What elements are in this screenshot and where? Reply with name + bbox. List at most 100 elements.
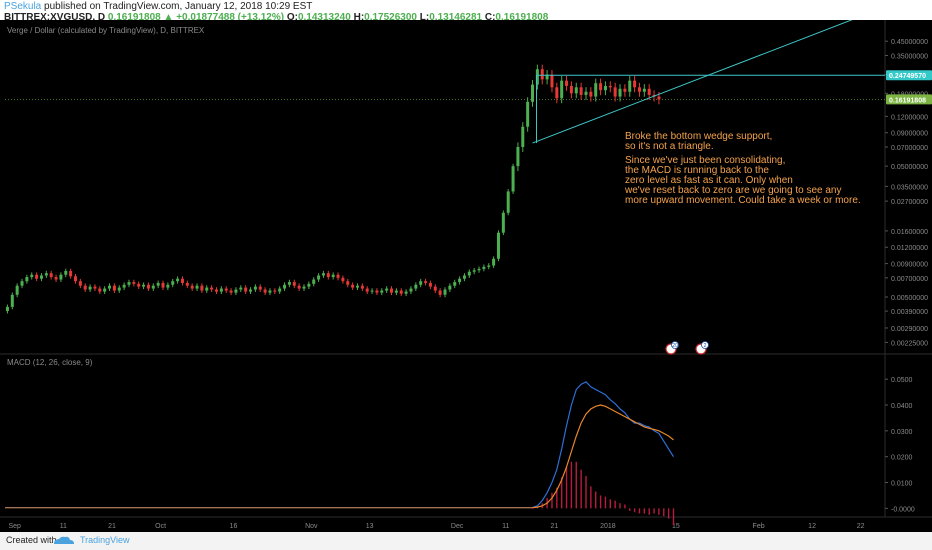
macd-histogram-bar [658,508,660,515]
candle-body [229,290,233,293]
last-price: 0.16191808 [107,12,161,23]
candle-body [127,282,131,285]
candle-body [44,273,48,276]
candle-body [360,285,364,289]
candle-body [560,80,564,99]
time-tick-label: 13 [366,523,374,530]
candle-body [516,146,520,167]
candle-body [98,288,102,292]
candle-body [584,91,588,95]
annotation-line-6: we've reset back to zero are we going to… [624,185,841,196]
candle-body [540,69,544,80]
macd-histogram-bar [614,500,616,509]
annotation-text: Broke the bottom wedge support, so it's … [624,131,861,206]
candle-body [545,74,549,80]
candle-body [5,306,9,312]
author-link[interactable]: PSekula [4,1,42,12]
macd-histogram-bar [599,495,602,509]
macd-histogram-bar [633,508,636,513]
candle-body [39,275,43,279]
candle-body [249,289,253,292]
candle-body [239,287,243,290]
price-tick-label: 0.00390000 [891,309,928,316]
idea-count: 2 [704,343,707,349]
candle-body [603,85,607,91]
macd-histogram-bar [551,492,553,509]
macd-histogram-bar [667,508,670,519]
candle-body [302,286,306,289]
candle-body [83,285,87,290]
candle-body [195,285,199,289]
candle-body [506,191,510,213]
candle-body [477,268,481,271]
signal-line [532,404,674,509]
candle-body [633,80,637,88]
candle-body [88,286,92,290]
macd-histogram-bar [653,508,655,514]
tradingview-brand[interactable]: TradingView [80,535,130,545]
candle-body [657,96,661,100]
high-value: 0.17526300 [364,12,417,23]
candle-body [419,281,423,285]
macd-histogram-bar [575,461,577,509]
candle-body [258,286,262,290]
price-tick-label: 0.07000000 [891,145,928,152]
candle-body [317,275,321,280]
candle-body [404,291,408,294]
candle-body [433,286,437,291]
macd-tick-label: -0.0000 [891,506,915,513]
macd-histogram-bar [585,476,587,509]
macd-histogram-bar [609,499,612,509]
candle-body [59,274,63,280]
time-tick-label: Dec [451,523,464,530]
candle-body [448,285,452,290]
candle-body [341,277,345,282]
open-label: O: [286,12,298,23]
candle-body [390,288,394,293]
time-tick-label: 2018 [600,523,616,530]
candle-body [351,284,355,288]
candle-body [244,287,248,292]
candle-body [501,212,505,233]
candle-body [292,282,296,286]
macd-tick-label: 0.0200 [891,455,913,462]
candle-body [336,274,340,278]
resistance-price-label-bg [886,70,932,81]
macd-histogram-bar [531,508,534,509]
candle-body [380,290,384,293]
candle-body [569,85,573,94]
candle-body [287,282,291,285]
candle-body [166,284,170,288]
candle-body [443,289,447,295]
time-tick-label: 22 [857,523,865,530]
candle-body [253,286,257,290]
candle-body [496,232,500,259]
chart-canvas[interactable]: Verge / Dollar (calculated by TradingVie… [0,6,932,532]
candle-body [156,282,160,286]
candle-body [550,74,554,88]
candle-body [122,284,126,288]
candle-body [326,273,330,278]
symbol-name[interactable]: BITTREX:XVGUSD, D [4,12,106,23]
tradingview-logo-icon[interactable] [52,535,76,547]
macd-histogram-bar [672,508,675,526]
annotation-line-3: Since we've just been consolidating, [625,155,785,166]
candle-body [190,285,194,289]
chart-header: PSekula published on TradingView.com, Ja… [0,0,932,23]
chart-area[interactable]: Verge / Dollar (calculated by TradingVie… [0,6,932,532]
candle-body [112,285,116,291]
macd-histogram-bar [638,508,641,514]
candle-body [355,285,359,288]
candle-body [399,290,403,294]
candle-body [647,88,651,95]
candle-body [64,270,68,275]
symbol-line: BITTREX:XVGUSD, D 0.16191808 ▲ +0.018774… [4,12,548,23]
price-tick-label: 0.00500000 [891,295,928,302]
last-price-label-bg [886,94,932,105]
candle-body [428,282,432,287]
candle-body [555,87,559,99]
annotation-line-2: so it's not a triangle. [625,141,714,152]
macd-histogram-bar [629,508,631,511]
publish-line: PSekula published on TradingView.com, Ja… [4,1,312,12]
candle-body [346,281,350,285]
